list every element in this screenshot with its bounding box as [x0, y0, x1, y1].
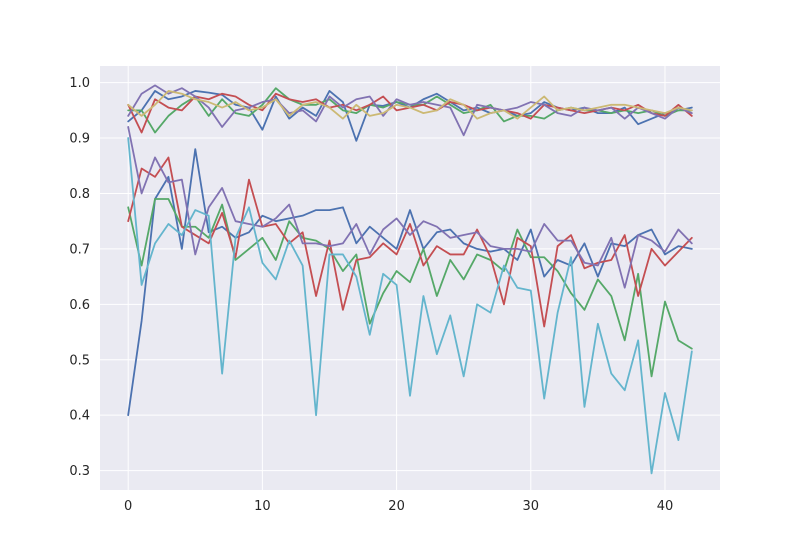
x-tick-label: 0: [124, 499, 132, 514]
y-tick-label: 0.5: [69, 353, 90, 368]
series-line-6: [127, 148, 693, 417]
y-axis-tick-labels: 0.3 0.4 0.5 0.6 0.7 0.8 0.9 1.0: [69, 76, 90, 479]
y-tick-label: 1.0: [69, 76, 90, 91]
y-tick-label: 0.9: [69, 132, 90, 147]
series-lines: [127, 84, 693, 475]
y-tick-label: 0.7: [69, 242, 90, 257]
y-tick-label: 0.8: [69, 187, 90, 202]
series-line-7: [127, 198, 693, 378]
x-tick-label: 30: [523, 499, 540, 514]
series-line-4: [127, 84, 693, 137]
y-tick-label: 0.3: [69, 464, 90, 479]
x-tick-label: 10: [254, 499, 271, 514]
series-line-5: [127, 90, 693, 120]
plot-area: [100, 66, 720, 490]
x-tick-label: 20: [388, 499, 405, 514]
y-tick-label: 0.4: [69, 409, 90, 424]
x-axis-tick-labels: 0 10 20 30 40: [124, 499, 673, 514]
series-line-10: [127, 137, 693, 475]
x-tick-label: 40: [657, 499, 674, 514]
y-tick-label: 0.6: [69, 298, 90, 313]
series-line-8: [127, 156, 693, 328]
series-line-9: [127, 126, 693, 289]
grid: [100, 66, 720, 490]
